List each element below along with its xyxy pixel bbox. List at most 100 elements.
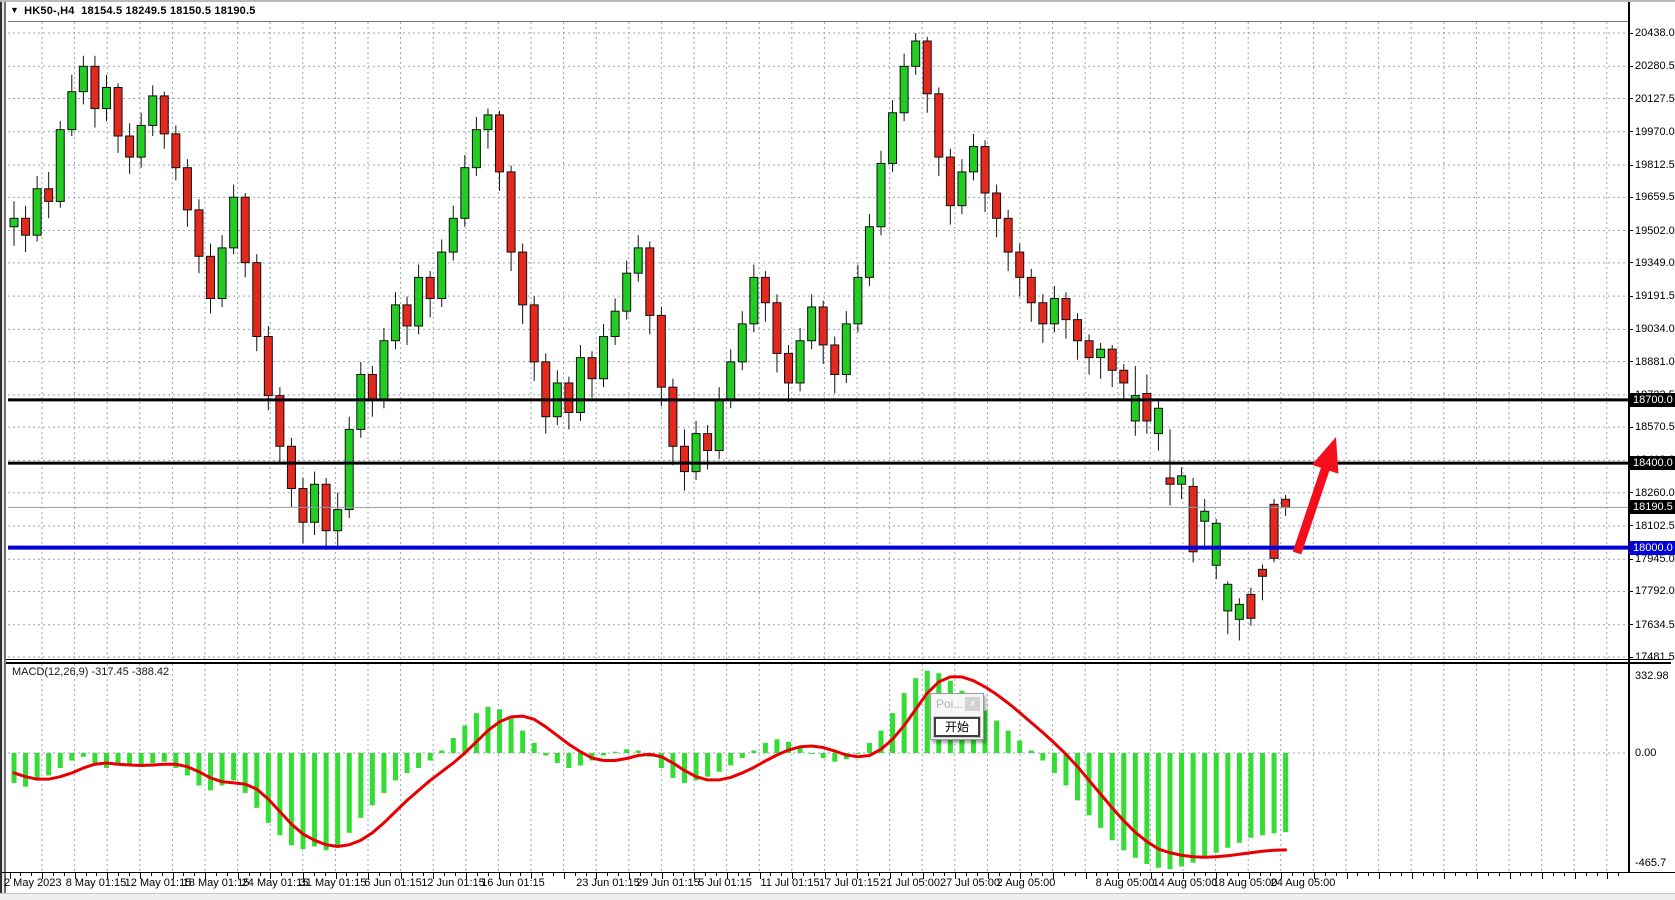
macd-bar <box>138 753 144 767</box>
time-tick-mark <box>1205 873 1206 876</box>
window-left-border-inner2 <box>4 0 6 900</box>
macd-bar <box>994 720 1000 753</box>
time-tick-label: 2 Aug 05:00 <box>996 877 1056 889</box>
macd-bar <box>358 753 364 818</box>
price-tick-mark <box>1628 492 1633 493</box>
price-tick-label: 19970.0 <box>1635 125 1675 138</box>
time-tick-mark <box>1064 873 1065 876</box>
price-tick-label: 20127.5 <box>1635 92 1675 105</box>
bull-candle <box>575 357 585 414</box>
macd-bar <box>34 753 40 781</box>
time-tick-mark <box>31 873 32 876</box>
price-tick-mark <box>1628 98 1633 99</box>
time-tick-mark <box>1357 873 1358 876</box>
macd-bar <box>1271 753 1277 834</box>
macd-bar <box>820 753 826 758</box>
time-tick-mark <box>912 873 913 876</box>
panel-separator-line[interactable] <box>6 659 1671 660</box>
price-tick-label: 18102.5 <box>1635 519 1675 532</box>
bull-candle <box>229 196 239 249</box>
time-tick-mark <box>86 873 87 876</box>
candlestick-series[interactable] <box>9 33 1291 641</box>
price-tick-mark <box>1628 329 1633 330</box>
time-tick-mark <box>96 873 97 876</box>
price-tick-mark <box>1628 66 1633 67</box>
bull-candle <box>101 86 111 110</box>
time-tick-mark <box>673 873 674 876</box>
time-tick-mark <box>1401 873 1402 876</box>
bull-candle <box>1049 298 1059 325</box>
macd-bar <box>1109 753 1115 841</box>
bear-candle <box>945 156 955 207</box>
bear-candle <box>1084 340 1094 359</box>
trend-arrow-head[interactable] <box>1311 437 1339 474</box>
bull-candle <box>841 323 851 376</box>
time-tick-mark <box>1249 873 1250 879</box>
bear-candle <box>1073 319 1083 342</box>
macd-bar <box>1248 753 1254 838</box>
time-tick-mark <box>1379 873 1380 879</box>
macd-bar <box>115 753 121 766</box>
bear-candle <box>541 361 551 418</box>
macd-bar <box>427 753 433 761</box>
bull-candle <box>633 247 643 274</box>
bear-candle <box>1119 369 1129 384</box>
bear-candle <box>529 304 539 363</box>
time-tick-label: 23 Jun 01:15 <box>576 877 640 889</box>
panel-separator-line2[interactable] <box>6 662 1671 664</box>
macd-bar <box>705 753 711 777</box>
time-tick-label: 14 Aug 05:00 <box>1152 877 1218 889</box>
time-tick-mark <box>923 873 924 879</box>
bear-candle <box>518 251 528 306</box>
macd-bar <box>462 725 468 753</box>
time-tick-mark <box>140 873 141 879</box>
time-tick-mark <box>1412 873 1413 879</box>
time-tick-mark <box>401 873 402 879</box>
macd-bar <box>242 753 248 793</box>
bear-candle <box>922 40 932 95</box>
time-tick-label: 12 Jun 01:15 <box>421 877 485 889</box>
time-tick-mark <box>1455 873 1456 876</box>
price-badge: 18190.5 <box>1629 500 1675 515</box>
time-tick-mark <box>1477 873 1478 879</box>
time-tick-mark <box>803 873 804 876</box>
time-tick-label: 21 Jul 05:00 <box>880 877 940 889</box>
time-tick-mark <box>1586 873 1587 876</box>
time-tick-mark <box>249 873 250 876</box>
close-icon[interactable]: x <box>965 697 980 711</box>
macd-bar <box>1179 753 1185 867</box>
bull-candle <box>148 95 158 126</box>
time-tick-label: 31 May 01:15 <box>299 877 367 889</box>
time-tick-mark <box>194 873 195 876</box>
macd-bar <box>693 753 699 781</box>
bull-candle <box>714 399 724 451</box>
time-tick-mark <box>1499 873 1500 876</box>
time-tick-mark <box>662 873 663 879</box>
time-tick-mark <box>553 873 554 876</box>
time-tick-mark <box>781 873 782 876</box>
macd-bar <box>127 753 133 765</box>
time-tick-mark <box>270 873 271 879</box>
time-tick-mark <box>890 873 891 879</box>
time-tick-mark <box>1488 873 1489 876</box>
script-popup[interactable]: Poi... x 开始 <box>930 693 984 740</box>
window-left-border <box>0 0 2 900</box>
time-tick-mark <box>825 873 826 879</box>
time-tick-mark <box>814 873 815 876</box>
price-axis-border <box>1628 2 1630 872</box>
bear-candle <box>830 344 840 376</box>
time-tick-mark <box>488 873 489 876</box>
bull-candle <box>78 65 88 93</box>
macd-bar <box>809 753 815 754</box>
bull-candle <box>1200 510 1210 522</box>
time-tick-mark <box>868 873 869 876</box>
start-button[interactable]: 开始 <box>933 716 981 738</box>
time-tick-mark <box>1118 873 1119 879</box>
time-tick-mark <box>1075 873 1076 876</box>
bear-candle <box>182 167 192 211</box>
time-tick-mark <box>1173 873 1174 876</box>
time-tick-mark <box>325 873 326 876</box>
bear-candle <box>1107 348 1117 371</box>
symbol-dropdown-icon[interactable]: ▼ <box>10 5 20 15</box>
